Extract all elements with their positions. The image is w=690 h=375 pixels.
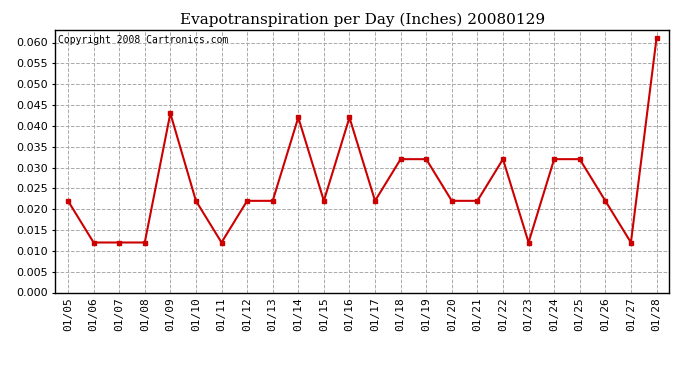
Title: Evapotranspiration per Day (Inches) 20080129: Evapotranspiration per Day (Inches) 2008… bbox=[179, 13, 545, 27]
Text: Copyright 2008 Cartronics.com: Copyright 2008 Cartronics.com bbox=[58, 35, 228, 45]
